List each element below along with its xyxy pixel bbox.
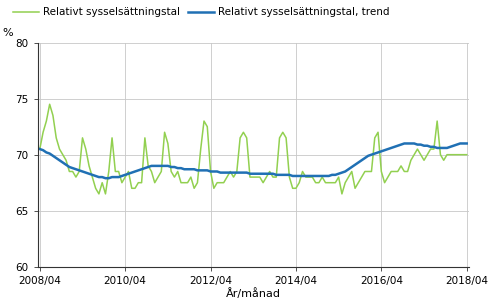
Relativt sysselsättningstal	[369, 170, 374, 173]
Relativt sysselsättningstal, trend	[76, 169, 82, 172]
Relativt sysselsättningstal, trend	[401, 142, 407, 145]
Relativt sysselsättningstal, trend	[257, 172, 263, 176]
Y-axis label: %: %	[2, 28, 13, 38]
Relativt sysselsättningstal	[47, 102, 53, 106]
Legend: Relativt sysselsättningstal, Relativt sysselsättningstal, trend: Relativt sysselsättningstal, Relativt sy…	[13, 8, 390, 17]
Line: Relativt sysselsättningstal: Relativt sysselsättningstal	[40, 104, 467, 194]
Relativt sysselsättningstal	[178, 181, 184, 185]
Relativt sysselsättningstal, trend	[198, 169, 204, 172]
Relativt sysselsättningstal	[37, 147, 43, 151]
Relativt sysselsättningstal	[80, 136, 85, 140]
Relativt sysselsättningstal, trend	[207, 170, 213, 173]
Relativt sysselsättningstal	[201, 119, 207, 123]
Relativt sysselsättningstal, trend	[37, 147, 43, 151]
Relativt sysselsättningstal	[464, 153, 470, 156]
Relativt sysselsättningstal, trend	[103, 176, 109, 180]
Relativt sysselsättningstal, trend	[464, 142, 470, 145]
X-axis label: År/månad: År/månad	[226, 289, 281, 300]
Relativt sysselsättningstal	[211, 186, 217, 190]
Relativt sysselsättningstal	[260, 181, 266, 185]
Relativt sysselsättningstal	[96, 192, 102, 196]
Relativt sysselsättningstal, trend	[175, 166, 181, 170]
Line: Relativt sysselsättningstal, trend: Relativt sysselsättningstal, trend	[40, 143, 467, 178]
Relativt sysselsättningstal, trend	[365, 154, 371, 158]
